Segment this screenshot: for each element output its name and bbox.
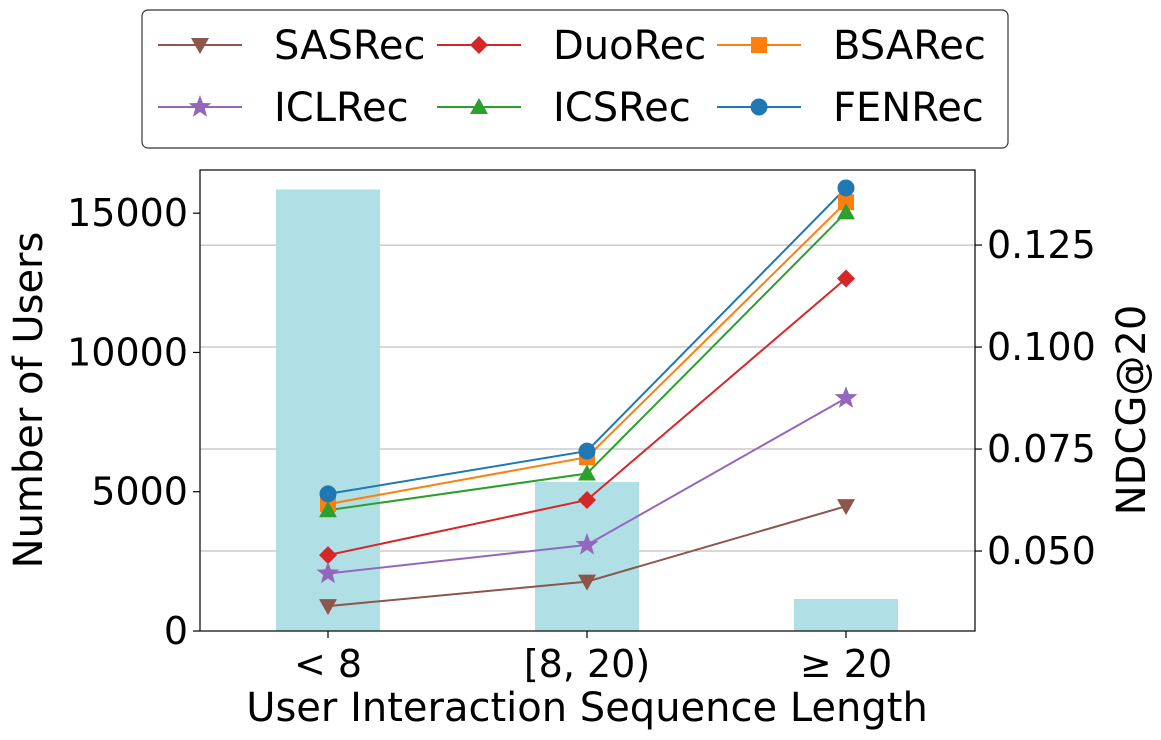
point-fenrec-8-20	[578, 442, 596, 460]
point-bsarec-20	[838, 194, 854, 211]
point-iclrec-8	[316, 561, 340, 584]
marker-layer	[316, 179, 858, 616]
legend-marker-duorec	[470, 36, 488, 54]
legend-marker-sasrec	[191, 38, 209, 54]
point-fenrec-8	[319, 485, 337, 503]
point-sasrec-8	[319, 599, 337, 616]
point-duorec-20	[837, 269, 855, 288]
point-iclrec-20	[834, 386, 858, 408]
legend-marker-fenrec	[750, 98, 768, 116]
x-tick-label-8-20: [8, 20)	[524, 642, 650, 686]
left-tick-label-5000: 5000	[91, 470, 188, 514]
legend: SASRec ICLRec DuoRec ICSRec BSARec FENRec	[141, 9, 1009, 149]
point-icsrec-20	[837, 203, 855, 220]
left-tick-label-15000: 15000	[67, 191, 188, 235]
legend-marker-icsrec	[470, 98, 488, 114]
x-axis-label: User Interaction Sequence Length	[246, 685, 928, 731]
right-tick-label-0-075: 0.075	[987, 427, 1096, 471]
point-icsrec-8	[319, 501, 337, 518]
legend-label-sasrec: SASRec	[274, 23, 425, 69]
x-tick-label-20: ≥ 20	[800, 642, 892, 686]
y-axis-right-label: NDCG@20	[1109, 305, 1155, 516]
point-fenrec-20	[837, 179, 855, 197]
right-tick-label-0-05: 0.050	[987, 529, 1096, 573]
legend-label-fenrec: FENRec	[833, 85, 984, 131]
legend-label-bsarec: BSARec	[833, 23, 986, 69]
legend-marker-iclrec	[188, 95, 212, 117]
right-tick-label-0-1: 0.100	[987, 325, 1096, 369]
y-axis-left-label: Number of Users	[6, 232, 52, 569]
right-tick-label-0-125: 0.125	[987, 223, 1096, 267]
legend-marker-bsarec	[751, 37, 767, 53]
point-sasrec-20	[837, 499, 855, 516]
point-duorec-8	[319, 546, 337, 565]
bar-20	[794, 598, 898, 631]
point-icsrec-8-20	[578, 464, 596, 481]
point-duorec-8-20	[578, 491, 596, 510]
legend-label-duorec: DuoRec	[553, 23, 706, 69]
point-sasrec-8-20	[578, 574, 596, 591]
left-tick-label-0: 0	[164, 609, 188, 653]
axis-layer: 0 5000 10000 15000 0.050 0.075 0.100 0.125 < 8 [8…	[67, 191, 1096, 686]
x-tick-label-8: < 8	[294, 642, 362, 686]
bar-layer	[276, 189, 898, 632]
legend-label-icsrec: ICSRec	[553, 85, 691, 131]
left-tick-label-10000: 10000	[67, 330, 188, 374]
point-iclrec-8-20	[575, 532, 599, 555]
legend-label-iclrec: ICLRec	[274, 85, 409, 131]
